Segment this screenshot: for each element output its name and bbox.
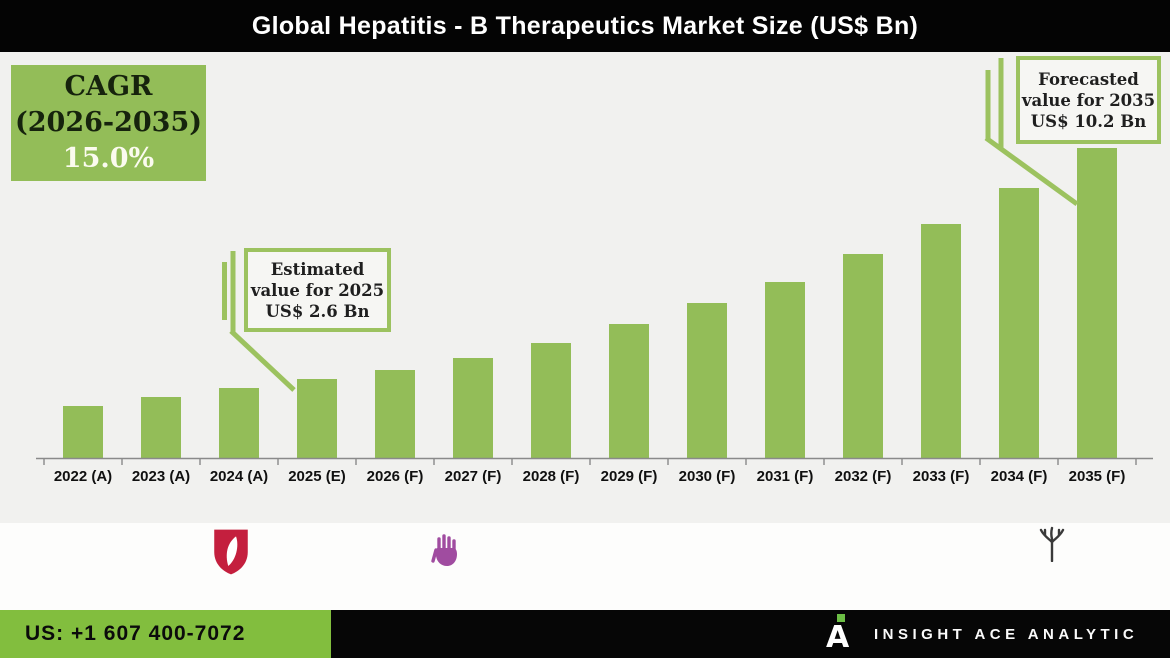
x-axis-label-2027: 2027 (F): [444, 468, 502, 485]
phone-number: US: +1 607 400-7072: [25, 622, 246, 645]
market-contributors-strip: Market Contributors: GILEAD Bristol Myer…: [0, 523, 1170, 610]
title-bar: Global Hepatitis - B Therapeutics Market…: [0, 0, 1170, 52]
logo-green-dot: [837, 614, 845, 622]
estimated-line1: Estimated: [270, 259, 365, 279]
bar-2035: [1077, 148, 1117, 458]
bristol-myers-squibb-hand-icon: [431, 534, 457, 566]
x-axis-label-2031: 2031 (F): [756, 468, 814, 485]
estimated-value-callout: Estimated value for 2025 US$ 2.6 Bn: [244, 248, 391, 332]
x-axis-label-2022: 2022 (A): [53, 468, 113, 485]
bar-2028: [531, 343, 571, 458]
bar-2023: [141, 397, 181, 458]
cagr-heading: CAGR: [64, 71, 153, 102]
x-axis-label-2032: 2032 (F): [834, 468, 892, 485]
bar-2027: [453, 358, 493, 458]
arbutus-tree-icon: [1039, 526, 1065, 562]
insight-ace-logo-icon: A: [824, 612, 858, 656]
x-axis-label-2024: 2024 (A): [209, 468, 269, 485]
bar-2032: [843, 254, 883, 458]
bar-2034: [999, 188, 1039, 458]
cagr-range: (2026-2035): [14, 107, 203, 138]
forecasted-line1: Forecasted: [1038, 69, 1139, 89]
cagr-value: 15.0%: [62, 143, 155, 174]
forecasted-line3: US$ 10.2 Bn: [1030, 111, 1147, 131]
page-title: Global Hepatitis - B Therapeutics Market…: [251, 12, 919, 40]
gilead-shield-icon: [214, 529, 248, 575]
phone-banner: US: +1 607 400-7072: [0, 610, 331, 658]
bar-2025: [297, 379, 337, 458]
bar-2029: [609, 324, 649, 458]
bar-2024: [219, 388, 259, 458]
forecasted-value-callout: Forecasted value for 2035 US$ 10.2 Bn: [1016, 56, 1161, 144]
bar-2030: [687, 303, 727, 458]
x-axis-label-2029: 2029 (F): [600, 468, 658, 485]
cagr-badge: CAGR (2026-2035) 15.0%: [11, 65, 206, 181]
x-axis-label-2034: 2034 (F): [990, 468, 1048, 485]
x-axis-label-2033: 2033 (F): [912, 468, 970, 485]
footer-bar: US: +1 607 400-7072 A INSIGHT ACE ANALYT…: [0, 610, 1170, 658]
x-axis-label-2023: 2023 (A): [131, 468, 191, 485]
brand-name: INSIGHT ACE ANALYTIC: [874, 625, 1139, 643]
x-axis-label-2035: 2035 (F): [1068, 468, 1126, 485]
insight-ace-brand: A INSIGHT ACE ANALYTIC: [824, 610, 1138, 658]
estimated-line3: US$ 2.6 Bn: [265, 301, 370, 321]
bar-2033: [921, 224, 961, 458]
bar-2031: [765, 282, 805, 458]
logo-letter: A: [826, 620, 850, 655]
bar-2026: [375, 370, 415, 458]
forecasted-line2: value for 2035: [1021, 90, 1156, 110]
x-axis-label-2026: 2026 (F): [366, 468, 424, 485]
estimated-line2: value for 2025: [250, 280, 385, 300]
x-axis-label-2025: 2025 (E): [288, 468, 346, 485]
bar-2022: [63, 406, 103, 458]
x-axis-label-2028: 2028 (F): [522, 468, 580, 485]
x-axis-label-2030: 2030 (F): [678, 468, 736, 485]
